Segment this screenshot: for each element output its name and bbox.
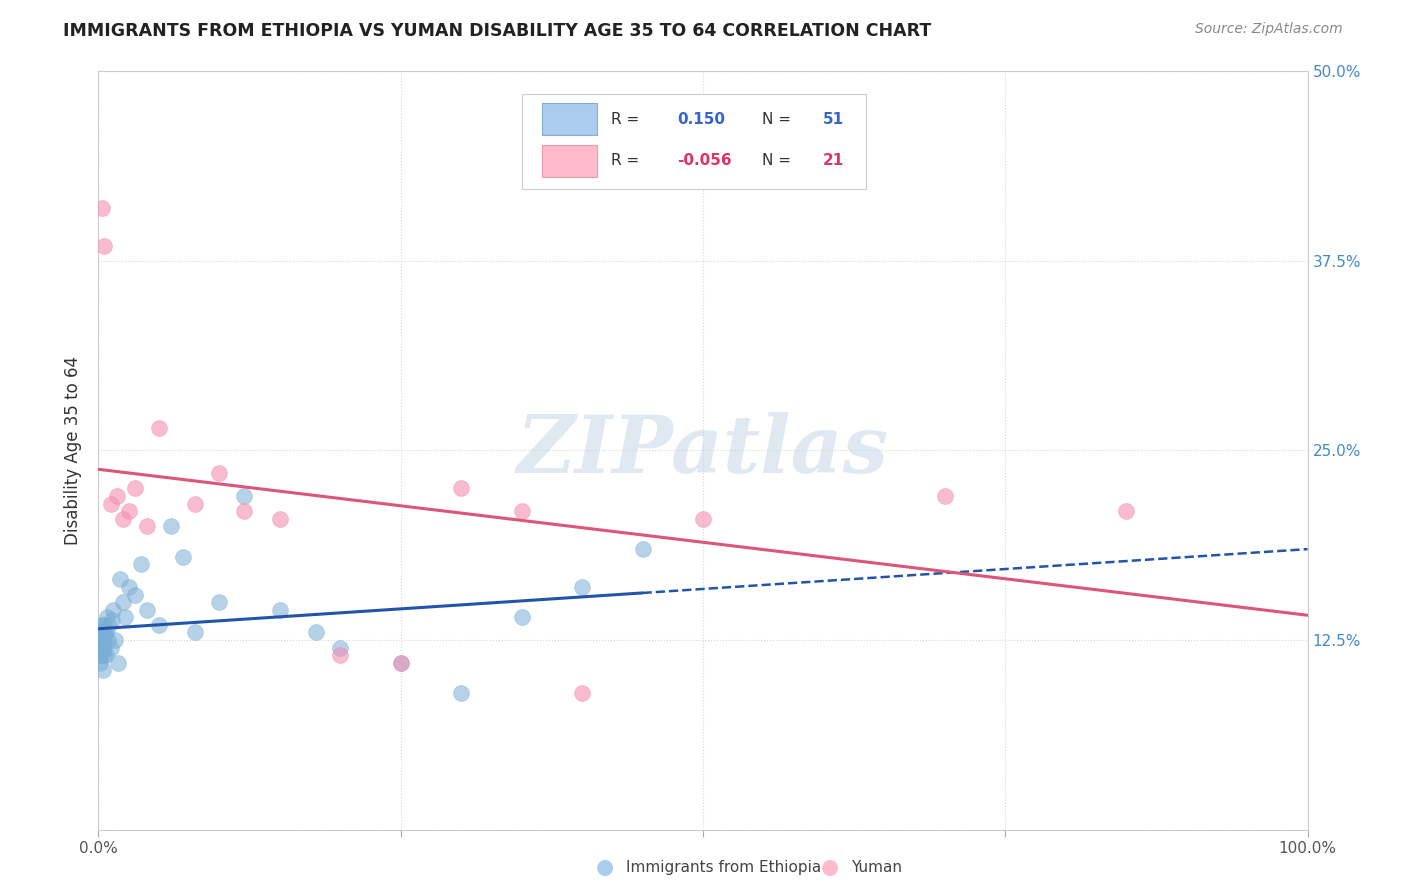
Point (89, 648, 111, 662)
Point (129, 557, 152, 572)
Text: ●: ● (596, 857, 613, 877)
Text: ZIPatlas: ZIPatlas (517, 412, 889, 489)
Point (90, 628, 112, 642)
Point (631, 541, 654, 557)
Point (98, 617, 121, 632)
Point (124, 588, 146, 602)
Text: 21: 21 (823, 153, 844, 169)
Y-axis label: Disability Age 35 to 64: Disability Age 35 to 64 (65, 356, 83, 545)
Point (91, 625, 114, 640)
Point (91, 201, 114, 215)
Point (172, 549, 194, 564)
Point (135, 603, 157, 617)
Point (510, 504, 533, 518)
Point (93, 617, 115, 632)
Point (105, 489, 128, 503)
Point (107, 656, 129, 670)
Point (232, 504, 254, 518)
Point (114, 610, 136, 624)
Point (208, 595, 231, 609)
Text: Yuman: Yuman (851, 860, 901, 874)
Point (118, 504, 141, 518)
Text: Source: ZipAtlas.com: Source: ZipAtlas.com (1195, 22, 1343, 37)
Text: R =: R = (612, 153, 640, 169)
Point (450, 482, 472, 496)
Point (111, 512, 134, 526)
FancyBboxPatch shape (522, 95, 866, 189)
Point (93, 648, 115, 662)
Point (90, 648, 112, 662)
Point (101, 603, 124, 617)
Text: R =: R = (612, 112, 640, 127)
Point (389, 656, 412, 670)
Bar (543, 145, 596, 177)
Point (118, 580, 141, 594)
Point (96, 610, 118, 624)
Point (111, 595, 134, 609)
Point (108, 573, 131, 587)
Text: 0.150: 0.150 (678, 112, 725, 127)
Point (934, 489, 956, 503)
Point (1115, 504, 1137, 518)
Point (571, 580, 593, 594)
Point (135, 519, 157, 533)
Text: Immigrants from Ethiopia: Immigrants from Ethiopia (626, 860, 821, 874)
Point (100, 496, 122, 510)
Point (510, 610, 533, 624)
Point (91, 633, 114, 648)
Point (91, 623, 114, 637)
Point (100, 613, 122, 627)
Point (89, 633, 111, 648)
Point (87, 640, 110, 655)
Text: 51: 51 (823, 112, 844, 127)
Point (91, 643, 114, 657)
Point (96, 648, 118, 662)
Point (184, 625, 207, 640)
Bar (543, 103, 596, 135)
Text: IMMIGRANTS FROM ETHIOPIA VS YUMAN DISABILITY AGE 35 TO 64 CORRELATION CHART: IMMIGRANTS FROM ETHIOPIA VS YUMAN DISABI… (63, 22, 932, 40)
Point (89, 656, 111, 670)
Point (329, 648, 352, 662)
Point (124, 482, 146, 496)
Point (160, 519, 183, 533)
Text: N =: N = (762, 112, 792, 127)
Point (93, 640, 115, 655)
Point (94, 625, 117, 640)
Point (571, 686, 593, 700)
Point (184, 496, 207, 510)
Point (89, 625, 111, 640)
Point (104, 633, 127, 648)
Point (329, 640, 352, 655)
Point (90, 617, 112, 632)
Point (93, 238, 115, 253)
Point (100, 640, 122, 655)
Point (148, 617, 170, 632)
Point (94, 628, 117, 642)
Point (450, 686, 472, 700)
Point (232, 489, 254, 503)
Point (305, 625, 328, 640)
Point (90, 640, 112, 655)
Point (208, 466, 231, 480)
Point (93, 640, 115, 655)
Text: -0.056: -0.056 (678, 153, 733, 169)
Point (148, 421, 170, 435)
Point (269, 512, 291, 526)
Text: N =: N = (762, 153, 792, 169)
Point (692, 512, 714, 526)
Point (91, 664, 114, 678)
Point (269, 603, 291, 617)
Point (97, 633, 120, 648)
Text: ●: ● (821, 857, 838, 877)
Point (389, 656, 412, 670)
Point (90, 638, 112, 652)
